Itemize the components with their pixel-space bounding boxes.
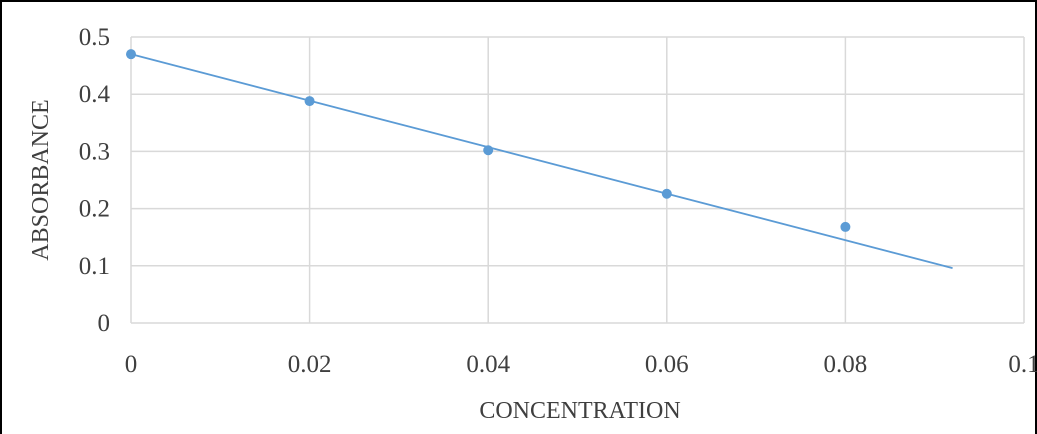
x-tick-labels: 0 0.02 0.04 0.06 0.08 0.1 [125,351,1037,378]
y-tick-label: 0.5 [79,24,110,51]
data-point [126,49,136,60]
y-tick-label: 0.1 [79,253,110,280]
gridlines [131,36,1025,323]
y-tick-label: 0.2 [79,196,110,223]
data-point [661,188,672,199]
data-point [483,145,494,156]
y-tick-label: 0 [98,310,111,337]
y-axis-title: ABSORBANCE [28,99,54,260]
axes [130,37,1024,324]
trendline [130,53,953,269]
trendline-layer [130,53,953,269]
data-points [126,49,851,232]
y-tick-label: 0.4 [79,81,111,108]
x-tick-label: 0.08 [824,351,868,378]
x-tick-label: 0.04 [466,351,510,378]
y-tick-labels: 0 0.1 0.2 0.3 0.4 0.5 [79,24,111,337]
x-tick-label: 0 [125,351,138,378]
x-tick-label: 0.06 [645,351,689,378]
data-point [304,96,315,107]
x-tick-label: 0.1 [1008,351,1037,378]
y-tick-label: 0.3 [79,138,110,165]
data-point [840,221,851,232]
x-tick-label: 0.02 [288,351,332,378]
x-axis-title: CONCENTRATION [479,398,680,424]
